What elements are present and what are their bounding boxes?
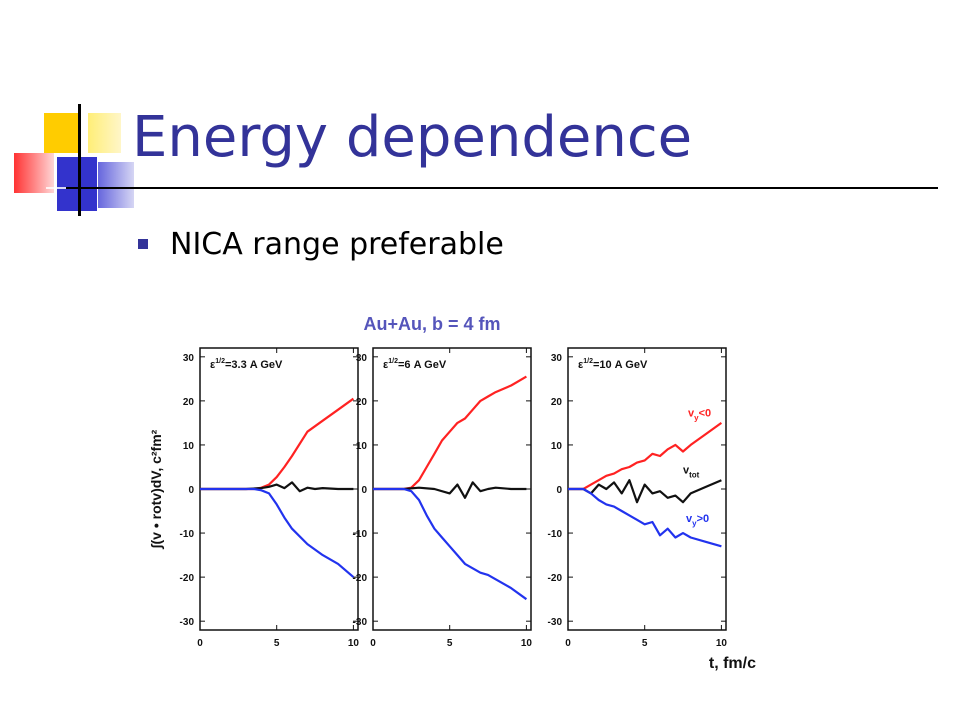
slide-title: Energy dependence [132,105,693,170]
annotation-vy-positive: vy>0 [686,513,709,528]
annotation-vtot: vtot [683,465,700,480]
logo-square-blue-light [98,162,134,208]
panel-energy-label: ε1/2=6 A GeV [383,358,447,371]
y-tick-label: 20 [551,397,563,408]
x-tick-label: 0 [370,638,376,649]
y-tick-label: 10 [183,441,195,452]
x-tick-label: 0 [197,638,203,649]
y-tick-label: 20 [183,397,195,408]
panel-energy-label: ε1/2=10 A GeV [578,358,648,371]
annotation-vy-negative: vy<0 [688,407,711,422]
energy-dependence-chart: Au+Au, b = 4 fm ∫(v • rotv)dV, c²fm² t, fm… [148,314,756,672]
bullet-item: NICA range preferable [138,222,504,266]
logo-line-vertical [78,104,81,216]
y-axis-label: ∫(v • rotv)dV, c²fm² [148,429,165,549]
chart-title: Au+Au, b = 4 fm [363,314,500,334]
logo-square-yellow [44,113,80,153]
x-tick-label: 10 [348,638,360,649]
panel-energy-label: ε1/2=3.3 A GeV [210,358,283,371]
x-tick-label: 10 [521,638,533,649]
y-tick-label: -10 [548,529,563,540]
bullet-text: NICA range preferable [170,226,504,262]
y-tick-label: 0 [188,485,194,496]
y-tick-label: 30 [356,353,368,364]
y-tick-label: 0 [361,485,367,496]
series-line-vy-pos [373,487,528,601]
y-tick-label: 20 [356,397,368,408]
y-tick-label: -10 [180,529,195,540]
series-line-vy-pos [200,487,355,578]
y-tick-label: -10 [353,529,368,540]
y-tick-label: 0 [556,485,562,496]
y-tick-label: -30 [180,617,195,628]
x-tick-label: 5 [274,638,280,649]
y-tick-label: 30 [183,353,195,364]
y-tick-label: -20 [180,573,195,584]
series-line-vy-neg [568,422,723,491]
series-line-vy-pos [568,487,722,548]
series-line-vtot [568,479,722,504]
x-tick-label: 0 [565,638,571,649]
series-line-vy-neg [373,375,527,491]
x-tick-label: 5 [447,638,453,649]
y-tick-label: -20 [548,573,563,584]
logo-square-blue [57,157,97,211]
x-tick-label: 10 [716,638,728,649]
y-tick-label: 10 [551,441,563,452]
y-tick-label: 30 [551,353,563,364]
x-axis-label: t, fm/c [709,655,756,672]
bullet-square-icon [138,239,148,249]
series-line-vy-neg [200,397,355,491]
y-tick-label: 10 [356,441,368,452]
x-tick-label: 5 [642,638,648,649]
y-tick-label: -30 [353,617,368,628]
logo-square-yellow-light [88,113,121,153]
title-underline [66,187,938,189]
y-tick-label: -20 [353,573,368,584]
tiled-squares-logo-icon [0,0,140,220]
y-tick-label: -30 [548,617,563,628]
logo-square-red [14,153,54,193]
